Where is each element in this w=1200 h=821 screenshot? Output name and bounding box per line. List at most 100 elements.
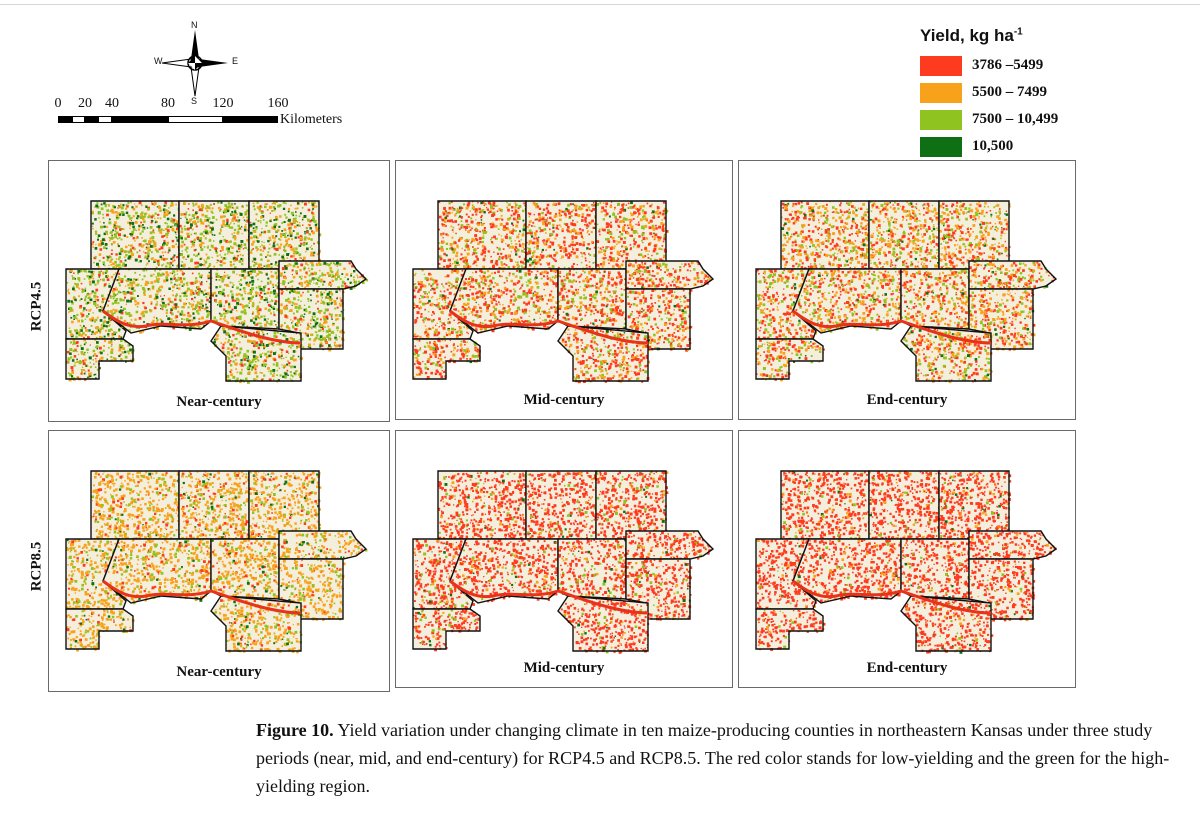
panel-label: Mid-century [396,392,732,409]
top-rule [0,4,1200,5]
county [968,558,1036,622]
county [792,268,904,334]
county [102,268,213,334]
county [625,558,693,621]
county [625,288,693,352]
scale-segment [168,116,223,123]
county [755,608,826,651]
scale-tick: 20 [78,96,92,112]
county [968,260,1058,292]
county [625,530,715,561]
legend-swatch [920,109,962,130]
county-map [755,470,1058,654]
county-map [65,200,369,384]
river-valley [449,579,649,615]
scale-tick: 160 [268,96,289,112]
county [938,200,1011,272]
scale-tick: 120 [213,96,234,112]
legend-label: 7500 – 10,499 [972,111,1058,128]
county [780,470,872,542]
county [525,200,599,272]
county [968,530,1058,561]
map-panel-rcp85-near: Near-century [48,430,390,692]
county [525,470,598,541]
compass-west: W [154,56,163,66]
county-map [412,470,715,654]
scale-segment [85,116,98,123]
scale-segment [112,116,168,123]
row-label-rcp85: RCP8.5 [28,542,45,592]
panel-label: Near-century [49,664,389,681]
county [900,268,972,331]
county [437,470,529,542]
county [557,268,628,331]
county [557,538,629,601]
scale-segment [72,116,85,123]
county [868,200,942,272]
panel-label: End-century [739,660,1075,677]
figure-label: Figure 10. [256,720,334,740]
county [90,470,182,542]
legend: Yield, kg ha-1 3786 –5499 5500 – 7499 75… [920,26,1120,160]
river-valley [792,309,992,345]
figure-caption-text: Yield variation under changing climate i… [256,720,1169,796]
legend-item: 10,500 [920,133,1120,160]
county [625,260,715,292]
county [868,470,942,542]
county [412,608,481,652]
legend-item: 5500 – 7499 [920,79,1120,106]
county [437,200,529,272]
county [278,530,368,561]
county [412,338,481,381]
row-label-rcp45: RCP4.5 [28,282,45,332]
scale-bar: 0 20 40 80 120 160 Kilometers [52,96,372,136]
scale-tick: 40 [105,96,119,112]
county-map [65,470,368,654]
legend-swatch [920,55,962,76]
map-panel-rcp45-mid: Mid-century [395,160,733,420]
county [595,470,669,540]
county [938,470,1012,542]
county [278,288,345,352]
scale-segment [58,116,72,123]
legend-item: 7500 – 10,499 [920,106,1120,133]
county [178,470,251,542]
map-panel-rcp85-mid: Mid-century [395,430,733,688]
county [900,538,971,601]
county [65,608,135,652]
county [412,268,474,342]
legend-label: 10,500 [972,138,1013,155]
county [65,338,135,382]
legend-title-superscript: -1 [1014,26,1023,37]
compass-rose: N S E W [150,18,240,108]
map-panel-rcp85-end: End-century [738,430,1076,688]
county [178,200,252,272]
scale-segment [98,116,112,123]
figure-caption: Figure 10. Yield variation under changin… [256,716,1176,800]
county [278,558,346,621]
county [278,260,369,292]
legend-label: 5500 – 7499 [972,84,1047,101]
panel-label: Near-century [49,394,389,411]
county-map [755,200,1058,384]
compass-south: S [191,96,197,106]
legend-swatch [920,82,962,103]
compass-north: N [191,20,198,30]
legend-title: Yield, kg ha-1 [920,26,1120,46]
county [90,200,182,272]
legend-label: 3786 –5499 [972,57,1043,74]
legend-item: 3786 –5499 [920,52,1120,79]
river-valley [102,309,302,345]
river-valley [792,579,992,615]
river-valley [102,579,302,615]
panel-label: Mid-century [396,660,732,677]
county [210,268,282,332]
county-map [412,200,715,384]
legend-swatch [920,136,962,157]
scale-segment [223,116,278,123]
county [449,268,561,334]
compass-east: E [232,56,238,66]
county [210,538,281,601]
scale-unit: Kilometers [280,112,342,128]
map-panel-rcp45-near: Near-century [48,160,390,422]
